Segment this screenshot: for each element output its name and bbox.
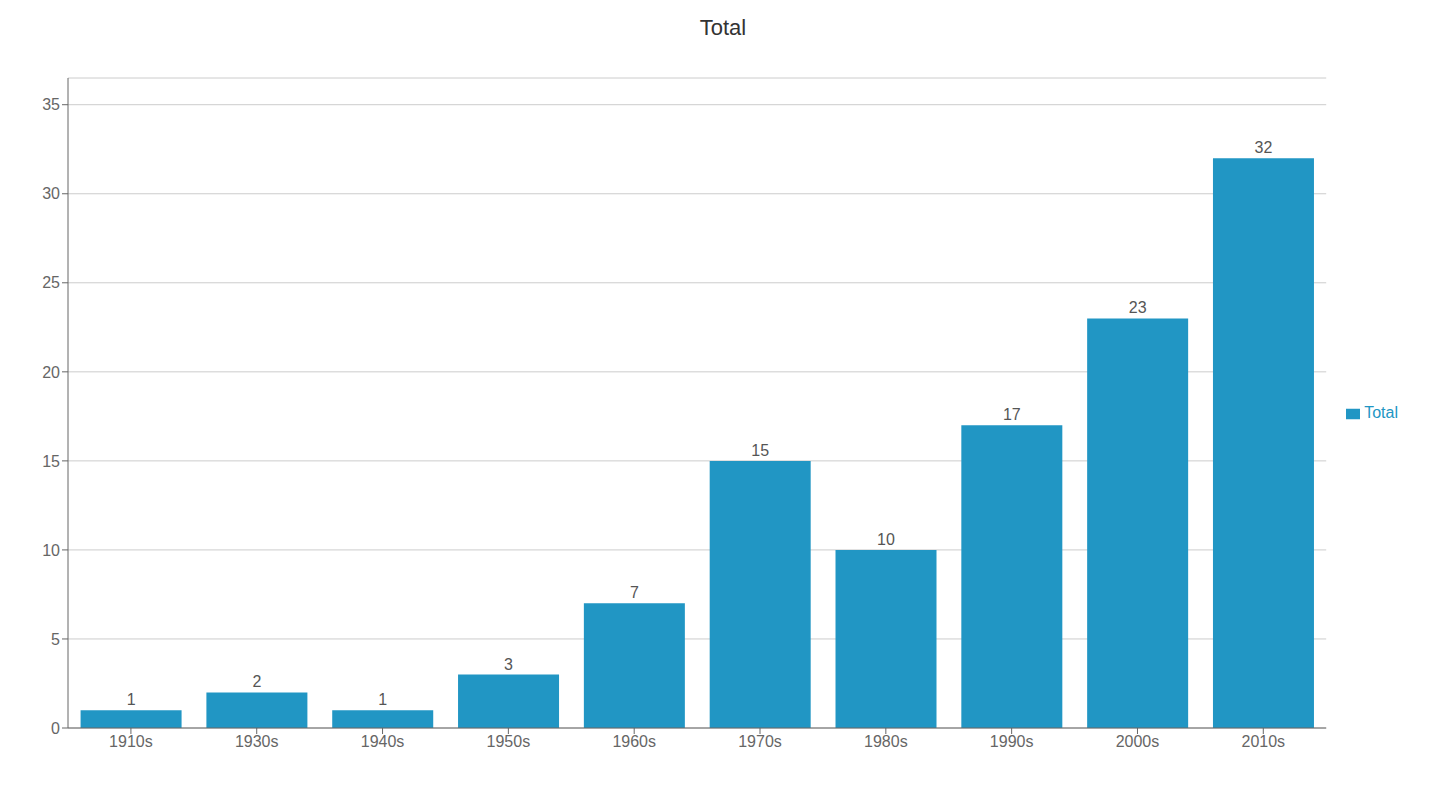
svg-text:1970s: 1970s (738, 733, 782, 750)
svg-text:1: 1 (127, 691, 136, 708)
html-text:Total: Total (699, 15, 747, 40)
svg-text:1910s: 1910s (109, 733, 153, 750)
svg-text:1960s: 1960s (612, 733, 656, 750)
svg-text:7: 7 (630, 584, 639, 601)
svg-text:25: 25 (42, 274, 60, 291)
svg-text:1930s: 1930s (235, 733, 279, 750)
svg-text:1990s: 1990s (990, 733, 1034, 750)
svg-text:35: 35 (42, 96, 60, 113)
svg-text:1980s: 1980s (864, 733, 908, 750)
svg-text:30: 30 (42, 185, 60, 202)
html-text:Total: Total (1364, 404, 1398, 421)
svg-text:5: 5 (51, 631, 60, 648)
svg-text:2: 2 (252, 673, 261, 690)
svg-text:1950s: 1950s (487, 733, 531, 750)
svg-text:0: 0 (51, 720, 60, 737)
svg-text:2000s: 2000s (1116, 733, 1160, 750)
svg-text:32: 32 (1255, 139, 1273, 156)
svg-text:15: 15 (42, 453, 60, 470)
svg-text:17: 17 (1003, 406, 1021, 423)
svg-text:10: 10 (877, 531, 895, 548)
svg-text:3: 3 (504, 656, 513, 673)
svg-text:23: 23 (1129, 299, 1147, 316)
svg-text:15: 15 (751, 442, 769, 459)
svg-text:1: 1 (378, 691, 387, 708)
svg-text:10: 10 (42, 542, 60, 559)
svg-text:2010s: 2010s (1241, 733, 1285, 750)
svg-text:20: 20 (42, 364, 60, 381)
svg-text:1940s: 1940s (361, 733, 405, 750)
